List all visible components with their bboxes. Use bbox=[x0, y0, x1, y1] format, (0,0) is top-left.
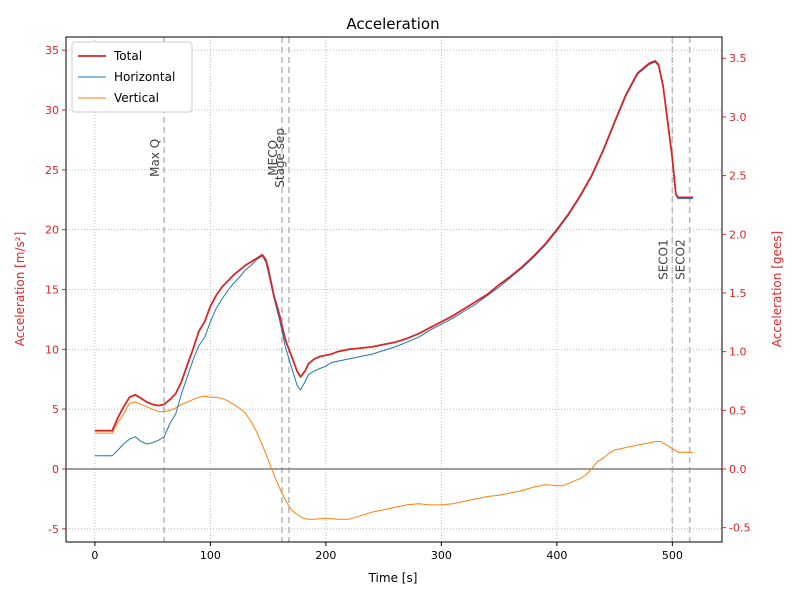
x-tick-label: 400 bbox=[546, 549, 567, 562]
series-line-total bbox=[94, 60, 694, 432]
chart-title: Acceleration bbox=[346, 15, 439, 33]
legend-label: Total bbox=[113, 49, 142, 63]
x-tick-label: 500 bbox=[662, 549, 683, 562]
series-layer bbox=[94, 60, 694, 520]
event-label: Max Q bbox=[148, 139, 162, 177]
event-label: SECO1 bbox=[656, 239, 670, 280]
y-tick-label: 0 bbox=[52, 463, 59, 476]
right-tick-label: 2.0 bbox=[729, 228, 747, 241]
y-tick-label: -5 bbox=[48, 523, 59, 536]
right-tick-label: 3.0 bbox=[729, 111, 747, 124]
y-tick-label: 35 bbox=[45, 44, 59, 57]
legend: Total Horizontal Vertical bbox=[71, 41, 193, 113]
x-tick-label: 0 bbox=[91, 549, 98, 562]
right-tick-label: 2.5 bbox=[729, 170, 747, 183]
right-tick-label: -0.5 bbox=[729, 522, 750, 535]
y-tick-label: 25 bbox=[45, 164, 59, 177]
right-tick-label: 3.5 bbox=[729, 52, 747, 65]
y-tick-label: 10 bbox=[45, 343, 59, 356]
y-tick-label: 15 bbox=[45, 284, 59, 297]
right-axis-ticks: -0.5 0.0 0.5 1.0 1.5 2.0 2.5 3.0 3.5 bbox=[722, 52, 750, 535]
x-tick-label: 100 bbox=[200, 549, 221, 562]
legend-label: Vertical bbox=[114, 91, 159, 105]
event-label: Stage sep bbox=[273, 128, 287, 188]
y-tick-label: 30 bbox=[45, 104, 59, 117]
x-tick-label: 300 bbox=[431, 549, 452, 562]
right-axis-label: Acceleration [gees] bbox=[770, 231, 784, 347]
legend-box bbox=[71, 41, 193, 113]
x-axis-ticks: 0 100 200 300 400 500 bbox=[91, 542, 683, 562]
event-label: SECO2 bbox=[674, 239, 688, 280]
y-axis-label: Acceleration [m/s²] bbox=[13, 232, 27, 347]
right-tick-label: 1.5 bbox=[729, 287, 747, 300]
y-axis-ticks: -5 0 5 10 15 20 25 30 35 bbox=[45, 44, 66, 536]
right-tick-label: 0.0 bbox=[729, 463, 747, 476]
right-tick-label: 1.0 bbox=[729, 346, 747, 359]
legend-label: Horizontal bbox=[114, 70, 175, 84]
y-tick-label: 20 bbox=[45, 224, 59, 237]
event-label: MECO bbox=[266, 140, 280, 176]
series-line-vertical bbox=[94, 395, 694, 520]
right-tick-label: 0.5 bbox=[729, 404, 747, 417]
series-line-horizontal bbox=[94, 61, 694, 457]
x-tick-label: 200 bbox=[315, 549, 336, 562]
x-axis-label: Time [s] bbox=[368, 571, 418, 585]
y-tick-label: 5 bbox=[52, 403, 59, 416]
